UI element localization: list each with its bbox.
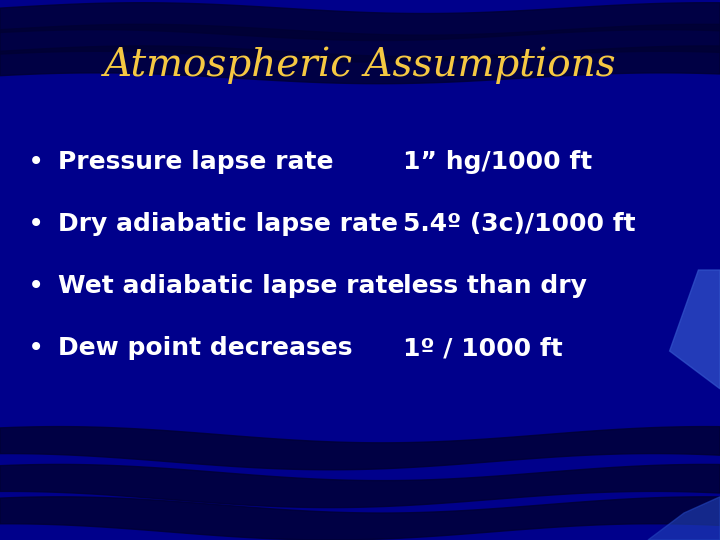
Text: •: •: [28, 334, 44, 362]
Text: •: •: [28, 148, 44, 176]
Text: 5.4º (3c)/1000 ft: 5.4º (3c)/1000 ft: [403, 212, 636, 236]
Text: 1º / 1000 ft: 1º / 1000 ft: [403, 336, 563, 360]
Text: less than dry: less than dry: [403, 274, 587, 298]
Polygon shape: [670, 270, 720, 389]
Text: Wet adiabatic lapse rate: Wet adiabatic lapse rate: [58, 274, 404, 298]
Text: Pressure lapse rate: Pressure lapse rate: [58, 150, 333, 174]
Text: 1” hg/1000 ft: 1” hg/1000 ft: [403, 150, 593, 174]
Polygon shape: [648, 497, 720, 540]
Text: Atmospheric Assumptions: Atmospheric Assumptions: [104, 46, 616, 84]
Text: •: •: [28, 210, 44, 238]
Text: Dew point decreases: Dew point decreases: [58, 336, 352, 360]
Text: Dry adiabatic lapse rate: Dry adiabatic lapse rate: [58, 212, 397, 236]
Text: •: •: [28, 272, 44, 300]
